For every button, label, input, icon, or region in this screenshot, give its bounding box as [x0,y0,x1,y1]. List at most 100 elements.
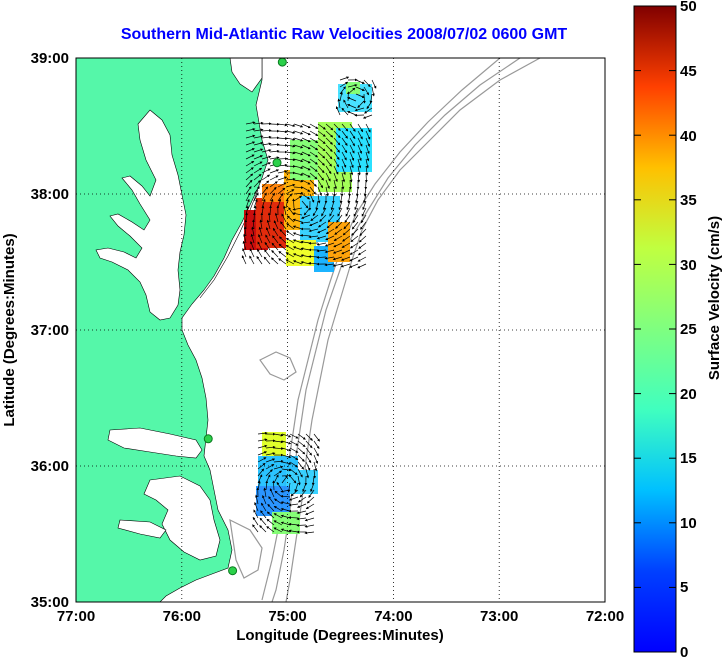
velocity-arrow [277,170,288,174]
velocity-arrow [309,158,318,165]
velocity-arrow [340,256,351,261]
patch [262,432,286,458]
velocity-arrow [245,179,253,188]
velocity-arrow [299,489,307,498]
velocity-arrow [309,193,315,203]
velocity-arrow [268,496,275,505]
chart-title: Southern Mid-Atlantic Raw Velocities 200… [121,26,568,43]
velocity-arrow [357,263,367,269]
velocity-arrow [265,458,276,463]
velocity-arrow [305,454,312,464]
velocity-arrow [281,440,292,445]
velocity-arrow [293,195,303,202]
velocity-arrow [357,172,361,183]
velocity-arrow [257,248,263,258]
radar-stations [203,58,287,576]
velocity-arrow [280,489,291,493]
velocity-arrow [261,192,267,202]
velocity-arrow [253,180,261,188]
velocity-arrow [265,464,275,470]
velocity-arrow [297,475,301,486]
velocity-arrow [271,242,279,251]
velocity-arrow [301,200,309,209]
velocity-arrow [337,98,341,109]
velocity-arrow [266,518,275,526]
velocity-arrow [333,242,343,248]
velocity-arrow [266,526,275,533]
velocity-arrow [345,207,351,217]
velocity-arrow [293,172,304,176]
velocity-arrow [348,263,359,268]
velocity-arrow [277,130,288,134]
velocity-arrow [333,158,339,168]
velocity-arrow [355,186,359,197]
velocity-arrow [293,158,304,163]
velocity-arrow [317,151,326,159]
colorbar-tick-label: 15 [680,450,697,467]
velocity-arrow [285,177,296,181]
velocity-arrow [277,187,286,195]
velocity-arrow [261,168,271,174]
velocity-arrow [317,221,327,228]
y-tick: 37:00 [31,322,69,339]
velocity-arrow [272,227,279,237]
velocity-arrow [245,160,255,167]
velocity-arrow [257,431,268,435]
velocity-arrow [341,130,348,139]
velocity-arrow [347,104,357,109]
velocity-arrow [267,503,275,512]
velocity-arrow [285,198,289,209]
x-tick: 77:00 [57,608,95,625]
velocity-arrow [365,158,369,169]
velocity-arrow [277,176,288,181]
velocity-arrow [293,123,304,128]
velocity-arrow [288,503,299,507]
velocity-arrow [322,200,327,211]
velocity-arrow [312,207,319,217]
velocity-arrow [293,186,304,189]
velocity-arrow [253,173,262,181]
velocity-arrow [357,165,361,176]
velocity-arrow [343,221,351,230]
velocity-arrow [273,220,279,230]
plot-area [76,58,605,602]
velocity-arrow [285,144,296,148]
x-tick: 74:00 [374,608,412,625]
velocity-arrow [347,84,358,88]
velocity-arrow [257,241,263,251]
velocity-arrow [301,186,311,192]
velocity-arrow [316,249,327,253]
velocity-arrow [301,165,311,171]
velocity-arrow [303,207,311,216]
velocity-arrow [343,99,349,109]
velocity-arrow [309,151,319,158]
velocity-arrow [325,228,335,235]
velocity-arrow [339,91,343,102]
velocity-arrow [279,228,287,237]
velocity-arrow [325,130,334,138]
y-tick: 39:00 [31,50,69,67]
velocity-arrow [371,86,375,97]
velocity-arrow [257,438,268,442]
velocity-arrow [325,137,333,145]
station-marker [277,58,287,67]
velocity-arrow [365,165,369,176]
velocity-arrow [261,180,270,188]
colorbar: 50 45 40 35 30 25 20 15 10 5 0 Surface V… [633,0,723,659]
velocity-arrow [349,172,353,183]
velocity-arrow [253,186,260,195]
velocity-arrow [260,510,267,519]
velocity-arrow [327,214,335,223]
velocity-arrow [261,162,272,167]
velocity-arrow [253,167,263,174]
velocity-arrow [337,207,343,217]
velocity-arrow [342,235,351,242]
chesapeake-bay [95,109,187,321]
velocity-arrow [296,510,307,514]
velocity-arrow [249,248,255,258]
velocity-arrow [336,214,343,223]
velocity-arrow [317,130,326,137]
velocity-arrow [365,123,371,133]
velocity-arrow [288,496,299,501]
velocity-arrow [253,141,264,146]
